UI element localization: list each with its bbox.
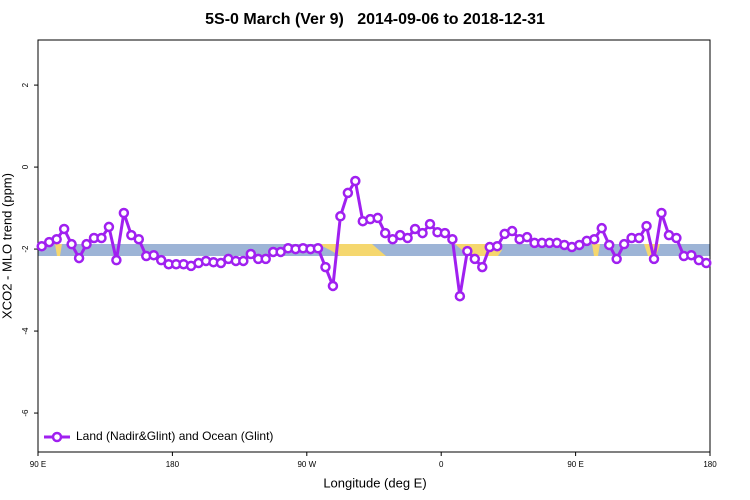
data-point <box>372 212 383 224</box>
data-point <box>521 231 533 243</box>
data-point <box>409 223 421 235</box>
data-point <box>96 232 107 244</box>
y-tick-label: 0 <box>21 164 30 169</box>
x-tick-label: 90 E <box>567 460 583 469</box>
data-point <box>462 245 473 257</box>
x-tick-label: 180 <box>166 460 180 469</box>
data-point <box>81 238 92 250</box>
data-point <box>387 233 398 245</box>
data-point <box>245 248 257 260</box>
data-point <box>260 253 271 265</box>
data-point <box>155 254 167 266</box>
data-point <box>589 233 600 245</box>
data-point <box>648 253 660 265</box>
data-point <box>574 239 585 251</box>
data-point <box>506 225 518 237</box>
data-point <box>686 249 697 261</box>
data-point <box>133 233 145 245</box>
legend-label: Land (Nadir&Glint) and Ocean (Glint) <box>76 429 273 443</box>
data-point <box>215 257 227 269</box>
y-tick-label: 2 <box>21 82 30 87</box>
y-tick-label: -2 <box>21 245 30 253</box>
data-point <box>633 232 645 244</box>
legend-marker <box>51 431 63 443</box>
data-point <box>36 240 47 252</box>
x-axis-title: Longitude (deg E) <box>323 475 426 490</box>
data-point <box>439 227 451 239</box>
data-point <box>611 253 622 265</box>
data-point <box>148 249 159 261</box>
data-point <box>111 254 122 266</box>
data-point <box>118 207 130 219</box>
x-tick-label: 0 <box>439 460 444 469</box>
data-point <box>342 187 354 199</box>
data-point <box>66 238 77 250</box>
chart-title: 5S-0 March (Ver 9) 2014-09-06 to 2018-12… <box>205 11 545 28</box>
data-point <box>312 243 324 254</box>
data-point <box>417 227 428 239</box>
data-point <box>477 261 488 273</box>
data-point <box>103 221 115 233</box>
x-tick-label: 90 W <box>297 460 316 469</box>
land-patch <box>55 244 62 256</box>
data-point <box>320 261 331 273</box>
data-point <box>402 232 413 244</box>
x-tick-label: 90 E <box>30 460 46 469</box>
data-point <box>469 253 481 265</box>
data-point <box>454 290 466 302</box>
data-point <box>656 207 667 219</box>
data-point <box>491 240 503 252</box>
data-point <box>238 255 249 267</box>
data-point <box>618 238 630 250</box>
y-tick-label: -4 <box>21 327 30 335</box>
legend-item: Land (Nadir&Glint) and Ocean (Glint) <box>44 429 273 443</box>
data-point <box>447 233 458 245</box>
y-axis-title: XCO2 - MLO trend (ppm) <box>0 173 14 319</box>
x-tick-label: 180 <box>703 460 717 469</box>
data-point <box>596 222 607 234</box>
data-point <box>51 233 62 245</box>
data-point <box>335 211 346 222</box>
data-point <box>379 227 391 239</box>
land-patch <box>592 244 600 256</box>
data-point <box>641 220 652 232</box>
data-point <box>424 218 436 230</box>
data-point <box>73 252 85 264</box>
data-point <box>350 175 361 187</box>
data-point <box>603 239 615 251</box>
data-point <box>58 223 70 235</box>
data-point <box>126 229 137 241</box>
y-tick-label: -6 <box>21 409 30 417</box>
data-point <box>701 257 712 269</box>
data-point <box>327 280 339 292</box>
data-point <box>671 232 682 244</box>
